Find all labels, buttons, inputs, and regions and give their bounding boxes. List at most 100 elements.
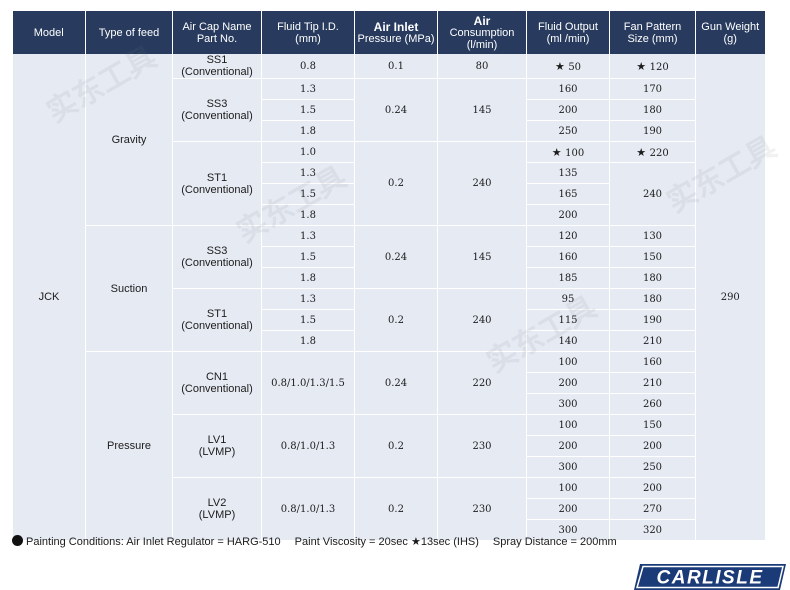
fluid-output-cell-value: 120 [558, 230, 578, 242]
air-consumption-cell: 230 [437, 414, 527, 478]
fluid-tip-cell-value: 0.8/1.0/1.3/1.5 [271, 377, 345, 389]
fan-pattern-cell-value: 270 [642, 503, 663, 515]
fan-pattern-cell: 190 [609, 120, 696, 142]
fluid-output-cell-value: 50 [568, 61, 582, 73]
fluid-tip-cell: 1.3 [261, 78, 355, 100]
fluid-output-cell-value: 300 [558, 461, 578, 473]
fan-pattern-cell-value: 320 [642, 524, 663, 536]
table-row: ST1 (Conventional) 1.0 0.2 240 ★ 100 ★ 220 [13, 141, 765, 226]
fluid-tip-cell: 1.8 [261, 330, 355, 352]
fluid-output-cell: 160 [526, 78, 610, 100]
fan-pattern-cell-value: 120 [649, 61, 669, 73]
air-cap-name: ST1 [206, 308, 228, 320]
air-pressure-cell: 0.24 [354, 78, 438, 142]
fluid-output-cell: 100 [526, 351, 610, 373]
fluid-tip-cell: 1.0 [261, 141, 355, 163]
fan-pattern-cell-value: 200 [642, 440, 663, 452]
fluid-tip-cell: 1.8 [261, 120, 355, 142]
fluid-tip-cell-value: 1.5 [300, 251, 316, 263]
feed-cell-value: Pressure [106, 440, 152, 452]
fan-pattern-cell: 210 [609, 372, 696, 394]
fan-pattern-cell-value: 250 [642, 461, 663, 473]
fluid-output-cell: 300 [526, 519, 610, 541]
header-consumption-sub: Consumption (l/min) [449, 26, 515, 51]
fan-pattern-cell-value: 180 [642, 104, 663, 116]
fluid-tip-cell: 1.8 [261, 267, 355, 289]
fan-pattern-cell-value: 190 [642, 125, 663, 137]
fan-pattern-cell: 270 [609, 498, 696, 520]
header-weight: Gun Weight (g) [695, 11, 765, 54]
table-row: 1.5 165 [13, 183, 765, 205]
fluid-output-cell-value: 100 [565, 147, 585, 159]
air-consumption-cell: 145 [437, 225, 527, 289]
fluid-output-cell: ★ 50 [526, 54, 610, 79]
fluid-output-cell-value: 250 [558, 125, 578, 137]
air-pressure-cell-value: 0.24 [384, 377, 408, 389]
fan-pattern-cell: 130 [609, 225, 696, 247]
fluid-output-cell: 200 [526, 204, 610, 226]
table-row: 1.5 160 150 [13, 246, 765, 268]
fluid-tip-cell: 0.8/1.0/1.3 [261, 414, 355, 478]
fan-pattern-cell-value: 180 [642, 272, 663, 284]
air-cap-name: SS3 [206, 245, 228, 257]
fluid-tip-cell-value: 1.3 [300, 230, 316, 242]
table-row: 1.3 135 240 [13, 162, 765, 226]
fluid-tip-cell-value: 0.8/1.0/1.3 [280, 440, 336, 452]
air-cap-type: (LVMP) [198, 509, 236, 521]
air-consumption-cell-value: 230 [472, 440, 492, 452]
table-row: LV2 (LVMP) 0.8/1.0/1.3 0.2 230 100 200 [13, 477, 765, 541]
air-cap-cell: LV1 (LVMP) [172, 414, 262, 478]
fluid-output-cell-value: 200 [558, 104, 578, 116]
air-consumption-cell: 240 [437, 141, 527, 226]
fluid-output-cell: 140 [526, 330, 610, 352]
header-consumption: Air Consumption (l/min) [437, 11, 527, 54]
fan-pattern-cell: 180 [609, 288, 696, 310]
fluid-output-cell: 100 [526, 477, 610, 499]
air-consumption-cell: 230 [437, 477, 527, 541]
air-cap-name: LV1 [207, 434, 227, 446]
air-consumption-cell-value: 240 [472, 178, 492, 189]
fluid-tip-cell-value: 1.8 [300, 272, 316, 284]
fluid-output-cell-value: 200 [558, 440, 578, 452]
fluid-output-cell-value: 300 [558, 524, 578, 536]
fluid-output-cell-value: 185 [558, 272, 578, 284]
fluid-tip-cell-value: 0.8 [300, 60, 316, 72]
air-consumption-cell-value: 230 [472, 503, 492, 515]
table-row: 1.8 140 210 [13, 330, 765, 352]
star-icon: ★ [410, 535, 421, 548]
header-pressure-sub: Pressure (MPa) [357, 32, 435, 45]
fan-pattern-cell: 150 [609, 246, 696, 268]
feed-cell-value: Suction [110, 282, 148, 295]
table-row: JCK Gravity SS1 (Conventional) 0.8 0.1 80 ★ 50 ★… [12, 54, 765, 541]
air-pressure-cell: 0.1 [354, 54, 438, 79]
fluid-tip-cell: 1.5 [261, 183, 355, 205]
spec-sheet: Model Type of feed Air Cap Name Part No.… [12, 11, 788, 590]
fluid-output-cell: 200 [526, 498, 610, 520]
fan-pattern-cell: 240 [609, 162, 696, 226]
feed-cell-value: Gravity [111, 133, 147, 146]
air-consumption-cell-value: 145 [472, 104, 492, 116]
header-model: Model [12, 11, 86, 54]
table-row: 1.5 115 190 [13, 309, 765, 331]
feed-cell: Pressure [85, 351, 173, 541]
air-consumption-cell: 220 [437, 351, 527, 415]
air-cap-name: SS1 [206, 54, 228, 66]
fluid-output-cell: 165 [526, 183, 610, 205]
fluid-output-cell-value: 160 [558, 83, 578, 95]
fluid-output-cell: 200 [526, 435, 610, 457]
fluid-tip-cell-value: 1.8 [300, 335, 316, 347]
fan-pattern-cell-value: 160 [642, 356, 663, 368]
fan-pattern-cell-value: 200 [642, 482, 663, 494]
fan-pattern-cell: ★ 220 [609, 141, 696, 163]
table-row: 1.8 200 [13, 204, 765, 226]
fluid-tip-cell-value: 1.8 [300, 209, 316, 221]
fluid-tip-cell-value: 1.5 [300, 314, 316, 326]
fan-pattern-cell: 260 [609, 393, 696, 415]
fluid-output-cell: 135 [526, 162, 610, 184]
air-pressure-cell-value: 0.2 [388, 440, 404, 452]
air-cap-cell: ST1 (Conventional) [172, 141, 262, 226]
spec-table-body: JCK Gravity SS1 (Conventional) 0.8 0.1 80 ★ 50 ★… [12, 54, 765, 541]
table-row: 200 210 [13, 372, 765, 394]
table-row: 200 270 [13, 498, 765, 520]
fluid-tip-cell-value: 1.5 [300, 188, 316, 200]
